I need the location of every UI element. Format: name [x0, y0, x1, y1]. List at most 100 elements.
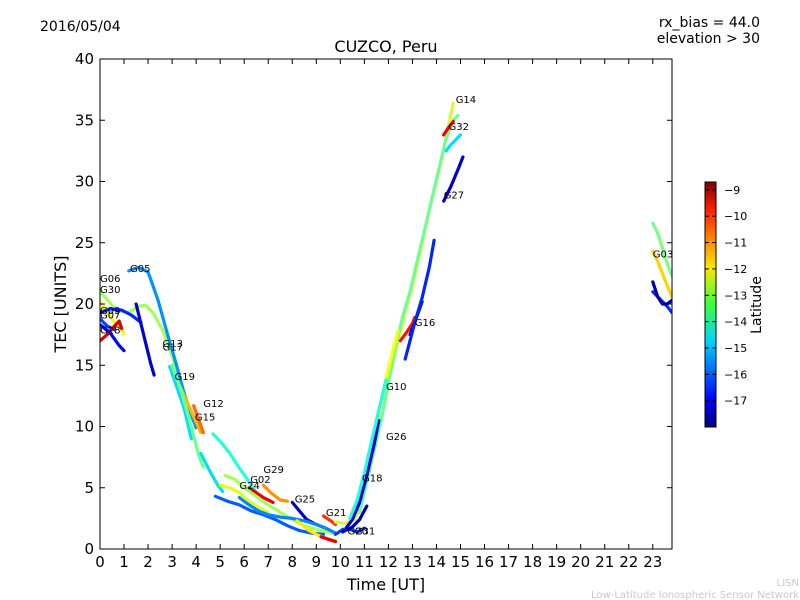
colorbar-tick-label: −9: [724, 184, 740, 197]
series-g32b: [442, 119, 455, 137]
sat-label-g29: G29: [263, 465, 283, 476]
y-tick-label: 35: [75, 111, 94, 129]
sat-label-g12: G12: [203, 399, 223, 410]
sat-label-g15: G15: [195, 412, 215, 423]
sat-label-g28: G28: [100, 325, 120, 336]
x-tick-label: 1: [119, 553, 129, 571]
chart-title: CUZCO, Peru: [334, 37, 437, 56]
x-tick-label: 20: [571, 553, 590, 571]
colorbar-tick-label: −11: [724, 237, 747, 250]
date-label: 2016/05/04: [40, 19, 121, 35]
y-tick-label: 0: [84, 540, 94, 558]
y-tick-label: 10: [75, 418, 94, 436]
series-g26d: [403, 238, 436, 361]
x-tick-label: 0: [95, 553, 105, 571]
series-g21b: [319, 535, 338, 544]
series-g32: [444, 133, 463, 153]
series-g25: [213, 494, 326, 536]
x-tick-label: 11: [355, 553, 374, 571]
series-g29: [247, 486, 275, 504]
x-tick-label: 12: [379, 553, 398, 571]
sat-label-g19: G19: [175, 372, 195, 383]
series-layer: [100, 101, 672, 544]
colorbar-tick-label: −13: [724, 289, 747, 302]
series-g16: [398, 315, 417, 343]
series-g21c: [321, 514, 338, 527]
x-tick-label: 16: [475, 553, 494, 571]
sat-label-g20: G20: [348, 526, 368, 537]
sat-label-g14: G14: [456, 95, 476, 106]
sat-label-g09: G09: [100, 306, 120, 317]
series-g13: [134, 302, 156, 377]
colorbar-tick-label: −16: [724, 368, 747, 381]
colorbar: [704, 181, 717, 428]
series-g03: [651, 221, 672, 278]
y-tick-label: 40: [75, 50, 94, 68]
series-g24b: [199, 451, 225, 493]
series-g26: [223, 473, 338, 536]
colorbar-label: Latitude: [749, 276, 765, 334]
series-g31b: [341, 504, 369, 534]
series-g24: [211, 432, 258, 495]
x-tick-label: 4: [191, 553, 201, 571]
x-tick-label: 15: [451, 553, 470, 571]
y-axis-label: TEC [UNITS]: [51, 256, 70, 354]
sat-label-g13: G13: [163, 339, 183, 350]
series-g27: [442, 155, 465, 203]
y-tick-label: 20: [75, 295, 94, 313]
footer-lisn: LISN: [777, 578, 799, 589]
series-g09: [100, 307, 143, 324]
x-tick-label: 21: [595, 553, 614, 571]
series-g18: [343, 418, 381, 531]
series-g03d: [651, 280, 672, 306]
sat-label-g27: G27: [444, 191, 464, 202]
plot-frame: [99, 58, 673, 550]
x-tick-label: 10: [331, 553, 350, 571]
x-tick-label: 13: [403, 553, 422, 571]
sat-label-g18: G18: [362, 474, 382, 485]
y-tick-label: 5: [84, 479, 94, 497]
series-g29b: [261, 483, 290, 503]
series-g02: [218, 483, 270, 514]
axes: 0 1 2 3 4 5 6 7 8 9 10 11 12 13 14 15 16 17 18 19 20 21 22 2305…: [75, 50, 672, 571]
sat-label-g26: G26: [386, 432, 406, 443]
series-g26c: [237, 496, 338, 535]
series-g18b: [348, 378, 388, 520]
sat-label-g03: G03: [653, 249, 673, 260]
colorbar-tick-label: −15: [724, 342, 747, 355]
sat-label-g10: G10: [386, 382, 406, 393]
sat-label-g30: G30: [100, 285, 120, 296]
sat-label-g25: G25: [295, 494, 315, 505]
x-axis-label: Time [UT]: [346, 575, 425, 594]
y-tick-label: 25: [75, 234, 94, 252]
x-tick-label: 2: [143, 553, 153, 571]
x-tick-label: 3: [167, 553, 177, 571]
rx-bias-label: rx_bias = 44.0: [659, 15, 760, 31]
x-tick-label: 9: [312, 553, 322, 571]
series-g19: [168, 364, 193, 441]
satellite-labels: G06G30G05G09G07G28G13G17G19G12G15G29G02G…: [100, 95, 673, 537]
series-g28: [100, 319, 124, 343]
sat-label-g24: G24: [239, 481, 259, 492]
series-g25b: [290, 500, 328, 530]
y-tick-label: 30: [75, 173, 94, 191]
colorbar-tick-label: −12: [724, 263, 747, 276]
sat-label-g32: G32: [449, 122, 469, 133]
x-tick-label: 14: [427, 553, 446, 571]
x-tick-label: 17: [499, 553, 518, 571]
colorbar-ticks: −9 −10 −11 −12 −13 −14 −15 −16 −17: [705, 184, 747, 408]
x-tick-label: 22: [619, 553, 638, 571]
sat-label-g07: G07: [100, 311, 120, 322]
elevation-label: elevation > 30: [657, 31, 760, 47]
series-g03b: [651, 249, 672, 299]
series-g14: [358, 113, 460, 514]
sat-label-g02: G02: [250, 475, 270, 486]
colorbar-tick-label: −10: [724, 210, 747, 223]
footer-network: Low-Latitude Ionospheric Sensor Network: [591, 590, 799, 600]
y-tick-label: 15: [75, 356, 94, 374]
series-g15: [192, 404, 205, 435]
sat-label-g21: G21: [326, 508, 346, 519]
x-tick-label: 8: [287, 553, 297, 571]
series-g20: [333, 101, 455, 525]
